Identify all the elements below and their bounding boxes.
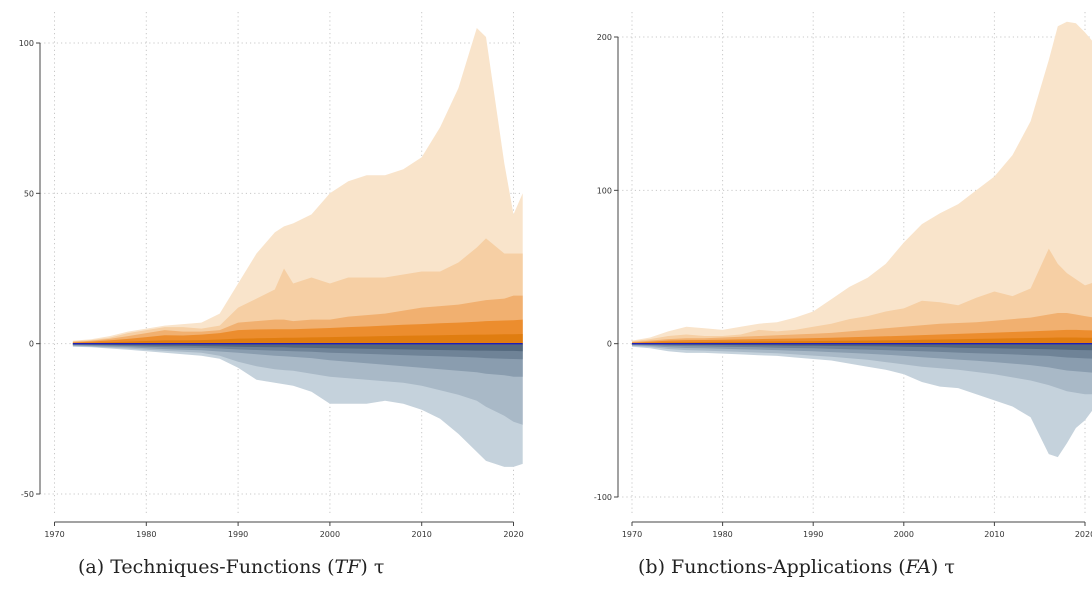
caption-a-suffix: ) τ — [360, 556, 385, 578]
caption-b-math: FA — [905, 556, 931, 578]
caption-a-math: TF — [334, 556, 361, 578]
area-positive-layer-5 — [632, 337, 1092, 344]
y-tick-label-0: 0 — [29, 340, 34, 349]
y-tick-label-50: 50 — [24, 189, 34, 198]
x-tick-label-2000: 2000 — [320, 530, 340, 539]
x-tick-label-2000: 2000 — [894, 530, 914, 539]
y-tick-label-100: 100 — [597, 186, 612, 195]
x-tick-label-1970: 1970 — [44, 530, 64, 539]
area-positive-layer-1 — [632, 21, 1092, 344]
chart-techniques-functions: -50 0 50 100 1970 1980 1990 2000 2010 2020 — [19, 12, 524, 539]
x-tick-label-1980: 1980 — [712, 530, 732, 539]
area-negative-layer-5 — [632, 343, 1092, 351]
y-tick-label-0: 0 — [607, 340, 612, 349]
caption-b: (b) Functions-Applications (FA) τ — [638, 556, 955, 578]
y-tick-label-100: 100 — [19, 39, 34, 48]
area-positive-layer-1 — [72, 28, 523, 344]
x-tick-label-1990: 1990 — [803, 530, 823, 539]
y-tick-label--100: -100 — [594, 493, 612, 502]
x-tick-label-2020: 2020 — [503, 530, 523, 539]
chart-functions-applications: -100 0 100 200 1970 1980 1990 2000 2010 2020 — [594, 12, 1092, 539]
area-positive-layer-5 — [72, 334, 523, 344]
caption-b-suffix: ) τ — [930, 556, 955, 578]
caption-a-prefix: (a) Techniques-Functions ( — [78, 556, 335, 578]
x-tick-label-1980: 1980 — [136, 530, 156, 539]
x-tick-label-1990: 1990 — [228, 530, 248, 539]
caption-b-prefix: (b) Functions-Applications ( — [638, 556, 906, 578]
area-negative-layer-5 — [72, 343, 523, 352]
caption-a: (a) Techniques-Functions (TF) τ — [78, 556, 384, 578]
x-tick-label-2010: 2010 — [412, 530, 432, 539]
x-tick-label-2010: 2010 — [984, 530, 1004, 539]
y-tick-label-200: 200 — [597, 33, 612, 42]
area-positive-layer-2 — [632, 248, 1092, 344]
y-tick-label--50: -50 — [21, 490, 34, 499]
x-tick-label-2020: 2020 — [1075, 530, 1092, 539]
x-tick-label-1970: 1970 — [622, 530, 642, 539]
